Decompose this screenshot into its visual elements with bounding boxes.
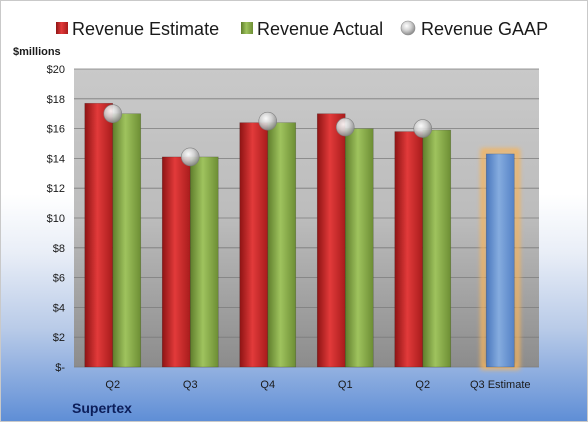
- marker-revenue-gaap: [180, 147, 200, 167]
- bars: [84, 102, 520, 370]
- bar-revenue-estimate: [316, 113, 346, 368]
- y-tick-label: $4: [53, 302, 65, 314]
- legend-marker-revenue-gaap: [400, 20, 416, 36]
- legend-item-revenue-estimate: Revenue Estimate: [56, 19, 219, 39]
- x-tick-label: Q2: [105, 379, 120, 391]
- y-tick-label: $16: [47, 124, 65, 136]
- y-tick-label: $18: [47, 94, 65, 106]
- y-tick-label: $2: [53, 332, 65, 344]
- gaap-markers: [103, 104, 433, 167]
- bar-revenue-actual: [112, 113, 142, 368]
- bar-revenue-estimate: [239, 122, 269, 368]
- marker-revenue-gaap: [103, 104, 123, 123]
- legend-item-revenue-gaap: Revenue GAAP: [400, 19, 548, 39]
- x-axis-ticks: Q2 Q3 Q4 Q1 Q2 Q3 Estimate: [105, 379, 530, 391]
- y-tick-label: $10: [47, 213, 65, 225]
- y-tick-label: $6: [53, 273, 65, 285]
- y-axis-unit-label: $millions: [13, 46, 61, 58]
- x-tick-label: Q1: [338, 379, 353, 391]
- x-tick-label: Q4: [260, 379, 275, 391]
- x-tick-label: Q2: [415, 379, 430, 391]
- legend-swatch-revenue-actual: [241, 22, 253, 34]
- y-axis-ticks: $- $2 $4 $6 $8 $10 $12 $14 $16 $18 $20: [47, 64, 66, 374]
- legend-label-revenue-gaap: Revenue GAAP: [421, 19, 548, 39]
- bar-revenue-actual: [344, 128, 374, 368]
- x-tick-label: Q3 Estimate: [470, 379, 531, 391]
- y-tick-label: $20: [47, 64, 65, 76]
- bar-estimate: [485, 153, 515, 368]
- bar-revenue-estimate: [161, 156, 191, 368]
- gridlines: [74, 68, 539, 368]
- marker-revenue-gaap: [413, 119, 433, 138]
- company-name: Supertex: [72, 400, 132, 416]
- bar-revenue-estimate: [84, 102, 114, 368]
- bar-revenue-actual: [422, 129, 452, 368]
- x-tick-label: Q3: [183, 379, 198, 391]
- legend-label-revenue-estimate: Revenue Estimate: [72, 19, 219, 39]
- y-tick-label: $8: [53, 243, 65, 255]
- y-tick-label: $-: [55, 362, 65, 374]
- y-tick-label: $14: [47, 153, 65, 165]
- bar-revenue-estimate: [394, 131, 424, 368]
- bar-revenue-actual: [189, 156, 219, 368]
- marker-revenue-gaap: [258, 111, 278, 131]
- legend-item-revenue-actual: Revenue Actual: [241, 19, 383, 39]
- legend-swatch-revenue-estimate: [56, 22, 68, 34]
- legend-label-revenue-actual: Revenue Actual: [257, 19, 383, 39]
- legend: Revenue Estimate Revenue Actual Revenue …: [56, 19, 548, 39]
- y-tick-label: $12: [47, 183, 65, 195]
- bar-revenue-actual: [267, 122, 297, 368]
- marker-revenue-gaap: [335, 117, 355, 137]
